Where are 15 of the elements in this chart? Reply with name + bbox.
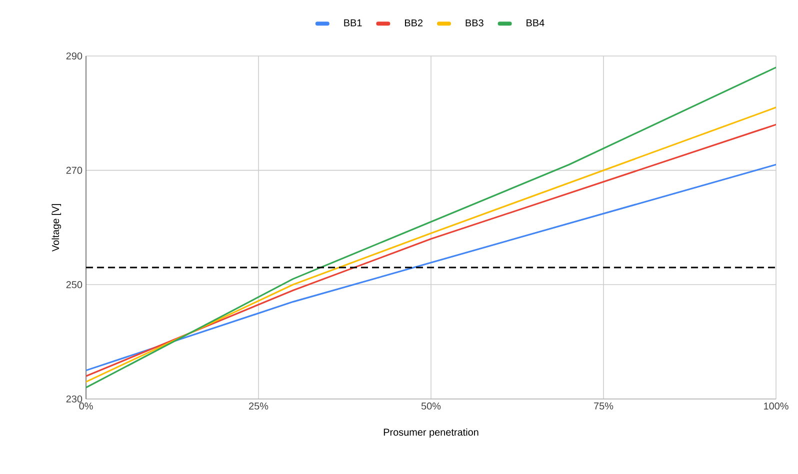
x-tick-label: 0% [79, 402, 93, 410]
legend-label: BB4 [526, 19, 544, 26]
legend-label: BB1 [344, 19, 362, 26]
x-tick-label: 50% [421, 402, 441, 410]
x-tick-label: 100% [764, 402, 788, 410]
y-tick-label: 250 [66, 281, 82, 288]
legend-label: BB2 [404, 19, 423, 26]
x-tick-label: 75% [594, 402, 614, 410]
y-tick-label: 290 [66, 52, 82, 60]
y-tick-label: 270 [66, 166, 82, 174]
y-axis-title: Voltage [V] [52, 204, 62, 252]
y-tick-label: 230 [66, 395, 82, 403]
x-axis-title: Prosumer penetration [384, 428, 478, 438]
x-tick-label: 25% [249, 402, 268, 410]
legend-label: BB3 [466, 19, 484, 26]
